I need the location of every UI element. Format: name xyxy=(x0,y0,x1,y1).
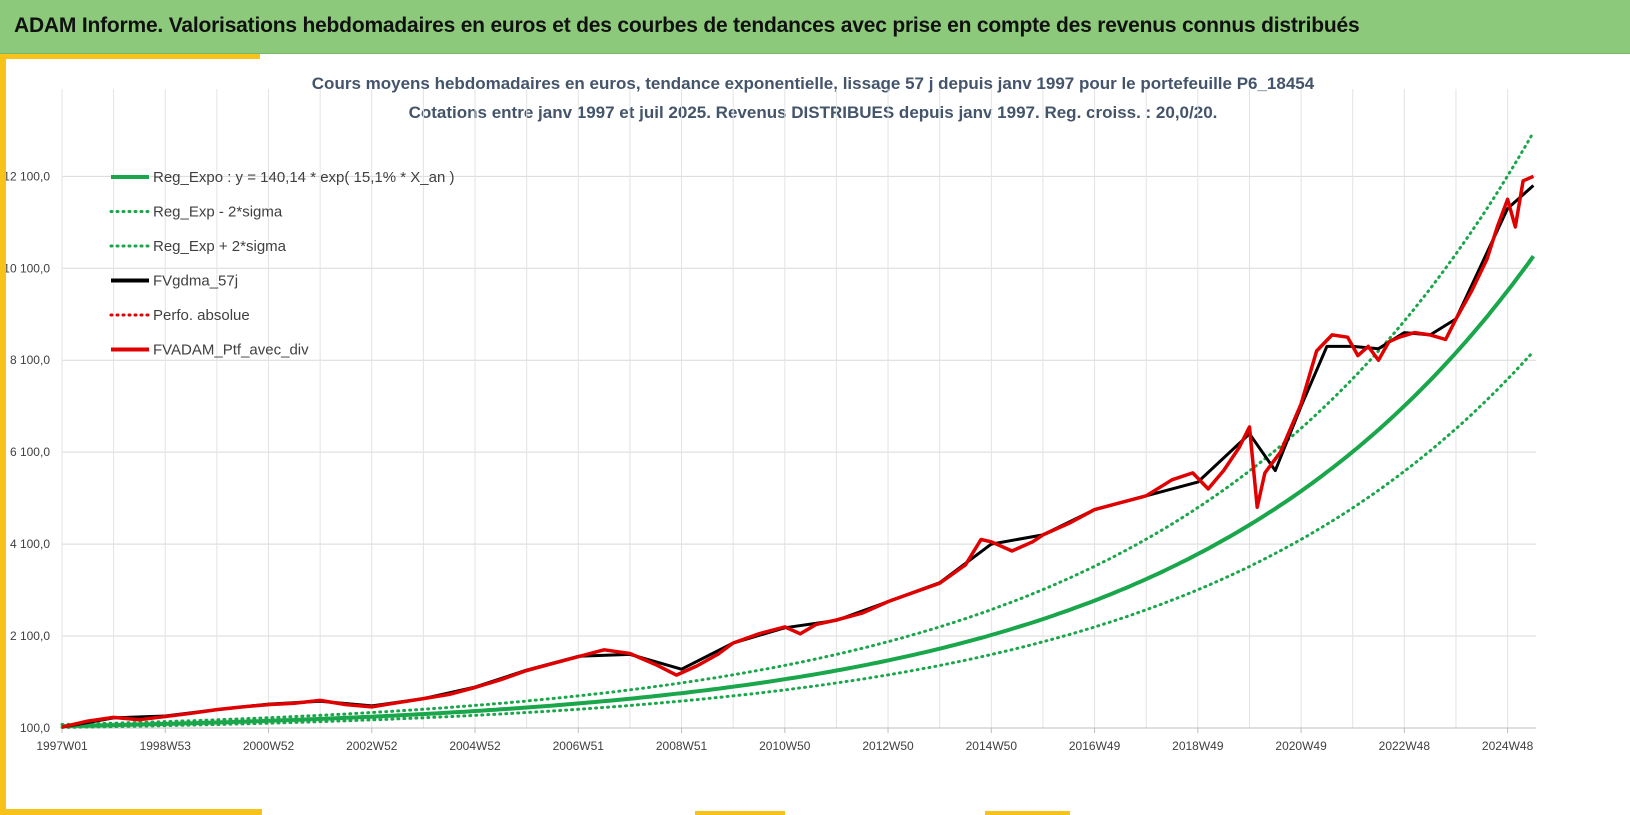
chart-title: Cours moyens hebdomadaires en euros, ten… xyxy=(312,74,1315,93)
x-tick-label: 2002W52 xyxy=(346,739,398,753)
chart-area: Cours moyens hebdomadaires en euros, ten… xyxy=(6,59,1626,809)
frame-accent-bottom-mid xyxy=(695,811,785,815)
series-fvgdma-57j xyxy=(61,184,1535,729)
legend-label: FVgdma_57j xyxy=(153,273,238,290)
x-tick-label: 2022W48 xyxy=(1379,739,1431,753)
x-tick-label: 2008W51 xyxy=(656,739,708,753)
x-tick-label: 2004W52 xyxy=(449,739,501,753)
x-tick-label: 2014W50 xyxy=(966,739,1018,753)
legend-label: FVADAM_Ptf_avec_div xyxy=(153,342,309,359)
frame-accent-bottom-mid2 xyxy=(985,811,1070,815)
header-bar: ADAM Informe. Valorisations hebdomadaire… xyxy=(0,0,1630,54)
y-tick-label: 2 100,0 xyxy=(10,629,50,643)
legend-label: Reg_Exp + 2*sigma xyxy=(153,238,287,255)
y-tick-label: 4 100,0 xyxy=(10,537,50,551)
series-reg-expo xyxy=(61,254,1536,729)
series-reg-exp-minus-2sigma xyxy=(60,349,1535,729)
x-tick-label: 2020W49 xyxy=(1275,739,1327,753)
x-tick-label: 2024W48 xyxy=(1482,739,1534,753)
x-tick-label: 2010W50 xyxy=(759,739,811,753)
chart-subtitle: Cotations entre janv 1997 et juil 2025. … xyxy=(409,103,1218,122)
page-title: ADAM Informe. Valorisations hebdomadaire… xyxy=(14,14,1360,37)
series-perfo-absolue xyxy=(61,175,1534,728)
x-axis-ticks: 1997W01 1998W53 2000W52 2002W52 2004W52 2006W… xyxy=(36,728,1534,753)
x-tick-label: 2012W50 xyxy=(862,739,914,753)
x-tick-label: 1998W53 xyxy=(140,739,192,753)
y-tick-label: 100,0 xyxy=(20,721,50,735)
y-tick-label: 10 100,0 xyxy=(6,261,50,275)
y-axis-ticks: 100,0 2 100,0 4 100,0 6 100,0 8 100,0 10 100,… xyxy=(6,169,50,735)
x-tick-label: 2018W49 xyxy=(1172,739,1224,753)
legend-label: Reg_Expo : y = 140,14 * exp( 15,1% * X_a… xyxy=(153,169,454,186)
y-tick-label: 12 100,0 xyxy=(6,169,50,183)
frame-accent-top xyxy=(0,54,260,59)
line-chart: Cours moyens hebdomadaires en euros, ten… xyxy=(6,74,1536,753)
grid xyxy=(61,89,1536,729)
legend-label: Reg_Exp - 2*sigma xyxy=(153,204,283,221)
x-tick-label: 1997W01 xyxy=(36,739,88,753)
y-tick-label: 8 100,0 xyxy=(10,353,50,367)
x-tick-label: 2016W49 xyxy=(1069,739,1121,753)
frame-accent-bottom xyxy=(0,809,262,815)
x-tick-label: 2006W51 xyxy=(553,739,605,753)
frame-accent-left xyxy=(0,54,6,810)
legend-label: Perfo. absolue xyxy=(153,307,250,324)
series-layer xyxy=(60,130,1536,729)
y-tick-label: 6 100,0 xyxy=(10,445,50,459)
legend: Reg_Expo : y = 140,14 * exp( 15,1% * X_a… xyxy=(109,169,454,359)
x-tick-label: 2000W52 xyxy=(243,739,295,753)
